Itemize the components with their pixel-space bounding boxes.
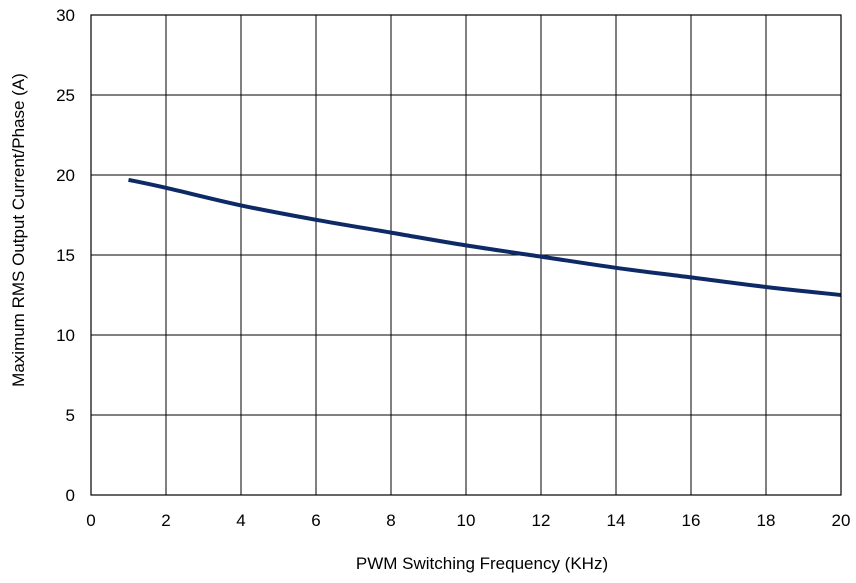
y-tick-label: 25: [56, 86, 75, 105]
x-axis-title: PWM Switching Frequency (KHz): [356, 554, 608, 573]
x-tick-label: 2: [161, 511, 170, 530]
x-tick-label: 10: [457, 511, 476, 530]
plot-area-frame: [90, 14, 842, 496]
series-layer: [128, 177, 842, 297]
y-tick-label: 0: [66, 486, 75, 505]
y-tick-label: 30: [56, 6, 75, 25]
y-axis-ticks: 0 5 10 15 20 25 30: [56, 6, 75, 505]
x-tick-label: 20: [832, 511, 851, 530]
x-tick-label: 4: [236, 511, 245, 530]
grid: [91, 15, 841, 495]
y-tick-label: 20: [56, 166, 75, 185]
x-axis-ticks: 0 2 4 6 8 10 12 14 16 18 20: [86, 511, 850, 530]
x-tick-label: 0: [86, 511, 95, 530]
x-tick-label: 16: [682, 511, 701, 530]
x-tick-label: 12: [532, 511, 551, 530]
y-tick-label: 10: [56, 326, 75, 345]
series-line: [128, 177, 842, 297]
x-tick-label: 14: [607, 511, 626, 530]
x-tick-label: 18: [757, 511, 776, 530]
y-axis-title: Maximum RMS Output Current/Phase (A): [9, 73, 28, 387]
x-tick-label: 6: [311, 511, 320, 530]
y-tick-label: 15: [56, 246, 75, 265]
y-tick-label: 5: [66, 406, 75, 425]
x-tick-label: 8: [386, 511, 395, 530]
